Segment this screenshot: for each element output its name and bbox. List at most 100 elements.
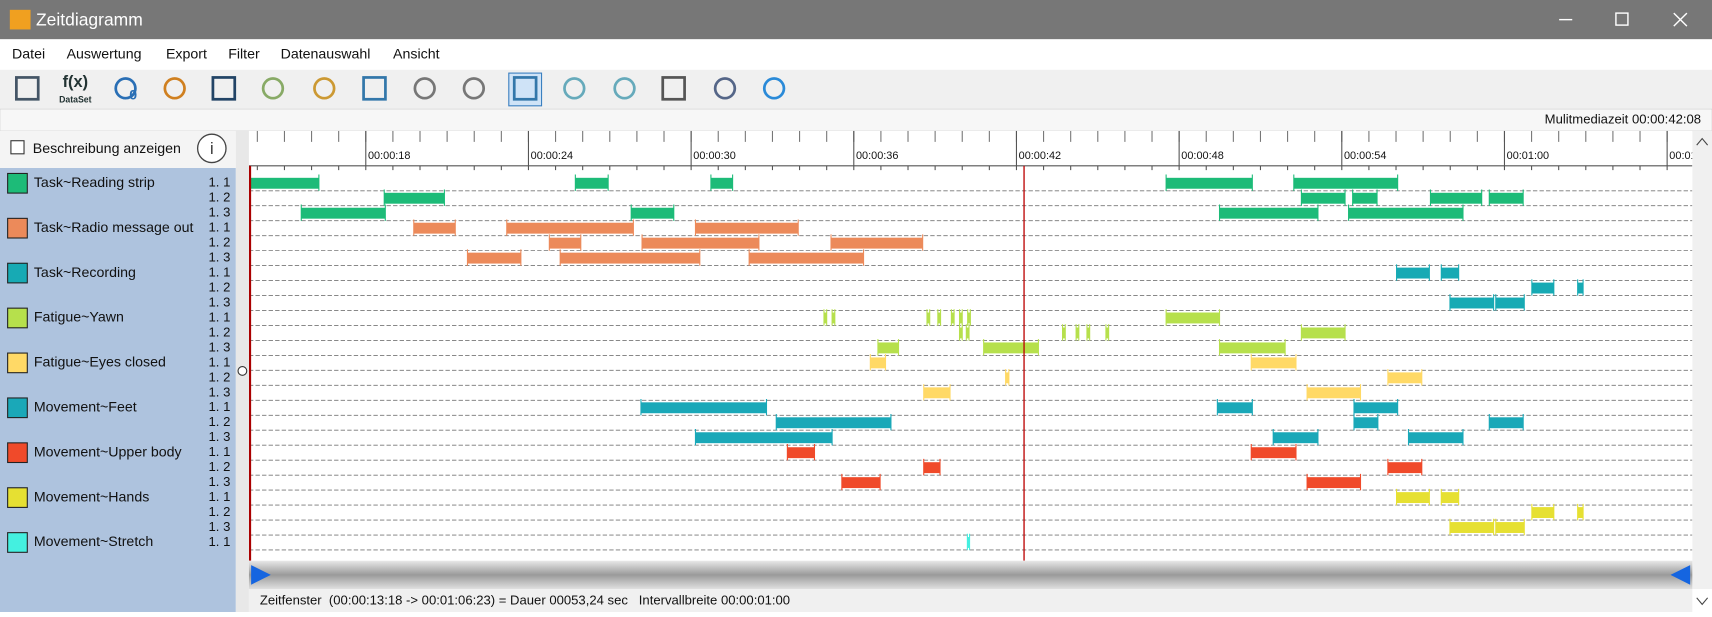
splitter-handle[interactable]: [237, 365, 248, 376]
interval-bar: [1577, 282, 1584, 294]
row-label: 1. 2: [209, 190, 231, 205]
interval-caps: [877, 339, 900, 356]
interval-bar: [1166, 312, 1220, 324]
menu-item[interactable]: Datei: [12, 46, 45, 62]
row-label: 1. 3: [209, 474, 231, 489]
menu-item[interactable]: Datenauswahl: [281, 46, 371, 62]
interval-bar: [1219, 207, 1318, 219]
row-label: 1. 1: [209, 534, 231, 549]
interval-caps: [958, 309, 963, 326]
interval-caps: [1105, 324, 1110, 341]
tool-button[interactable]: [613, 77, 636, 100]
maximize-button[interactable]: [1615, 12, 1629, 26]
interval-bar: [1251, 357, 1296, 369]
row-label: 1. 2: [209, 414, 231, 429]
interval-caps: [1218, 204, 1319, 221]
tool-button[interactable]: [313, 77, 336, 100]
tool-button[interactable]: [15, 76, 40, 101]
interval-bar: [695, 222, 799, 234]
interval-bar: [1387, 462, 1422, 474]
interval-bar: [640, 402, 767, 414]
interval-caps: [1440, 488, 1460, 506]
interval-bar: [951, 312, 955, 324]
row-label: 1. 3: [209, 205, 231, 220]
interval-bar: [967, 537, 970, 548]
panel-header: [0, 130, 236, 168]
menu-item[interactable]: Ansicht: [393, 46, 440, 62]
row-label: 1. 2: [209, 280, 231, 295]
interval-bar: [823, 312, 827, 324]
ruler-label: 00:00:54: [1344, 150, 1386, 162]
interval-bar: [1489, 417, 1524, 429]
scrollbar[interactable]: [1692, 130, 1712, 590]
tool-button[interactable]: [762, 77, 786, 100]
tool-button[interactable]: [261, 77, 285, 100]
category-label: Fatigue~Eyes closed: [34, 355, 166, 371]
category-swatch: [7, 532, 28, 553]
menu-item[interactable]: Filter: [228, 46, 260, 62]
ruler-label: 00:01:06: [1669, 150, 1711, 162]
tool-button[interactable]: [114, 77, 137, 100]
tool-button[interactable]: [563, 77, 586, 100]
interval-bar: [967, 312, 971, 324]
interval-bar: [1353, 417, 1378, 429]
row-label: 1. 3: [209, 429, 231, 444]
interval-caps: [958, 324, 963, 341]
interval-bar: [832, 312, 835, 324]
tool-button[interactable]: [413, 77, 436, 100]
interval-caps: [1075, 324, 1080, 341]
interval-caps: [748, 249, 865, 266]
tool-button[interactable]: [713, 77, 737, 100]
interval-caps: [950, 309, 955, 326]
interval-caps: [1396, 264, 1430, 281]
interval-bar: [1166, 177, 1253, 189]
interval-bar: [923, 387, 951, 399]
ruler-label: 00:00:24: [531, 150, 573, 162]
category-label: Task~Recording: [34, 265, 136, 281]
interval-caps: [1086, 324, 1091, 341]
interval-bar: [384, 192, 445, 204]
interval-caps: [1387, 369, 1423, 386]
interval-bar: [1105, 327, 1109, 339]
interval-caps: [1396, 488, 1430, 506]
timeline-area: [248, 165, 1693, 561]
category-label: Task~Reading strip: [34, 175, 155, 191]
interval-caps: [574, 174, 609, 191]
category-swatch: [7, 172, 28, 194]
interval-caps: [966, 533, 971, 551]
info-strip: [0, 108, 1712, 132]
menu-bar: [0, 39, 1712, 70]
checkbox-label[interactable]: Beschreibung anzeigen: [33, 141, 181, 157]
interval-bar: [923, 462, 941, 474]
interval-caps: [1495, 518, 1525, 536]
interval-caps: [1429, 189, 1483, 206]
interval-bar: [1396, 267, 1430, 279]
info-icon: i: [210, 140, 214, 158]
checkbox[interactable]: [10, 140, 25, 155]
interval-caps: [506, 219, 634, 236]
ruler-label: 00:00:18: [368, 150, 410, 162]
interval-caps: [1306, 473, 1362, 491]
menu-item[interactable]: Export: [166, 46, 207, 62]
time-slider[interactable]: [248, 560, 1693, 590]
category-label: Movement~Stretch: [34, 534, 153, 550]
interval-bar: [560, 252, 700, 264]
interval-caps: [694, 219, 799, 236]
tool-button[interactable]: [211, 76, 237, 101]
scroll-arrows[interactable]: [1696, 137, 1709, 606]
slider-end-handle[interactable]: [1670, 565, 1691, 585]
tool-button[interactable]: [163, 77, 186, 100]
slider-start-handle[interactable]: [251, 565, 271, 585]
interval-bar: [1348, 207, 1463, 219]
close-button[interactable]: [1673, 12, 1688, 27]
info-button[interactable]: [196, 133, 227, 164]
tool-button[interactable]: [362, 76, 387, 101]
tool-button[interactable]: [512, 76, 538, 101]
row-label: 1. 3: [209, 384, 231, 399]
menu-item[interactable]: Auswertung: [67, 46, 142, 62]
tool-button[interactable]: [462, 77, 486, 100]
interval-bar: [749, 252, 864, 264]
row-label: 1. 1: [209, 399, 231, 414]
tool-button[interactable]: [661, 76, 686, 101]
